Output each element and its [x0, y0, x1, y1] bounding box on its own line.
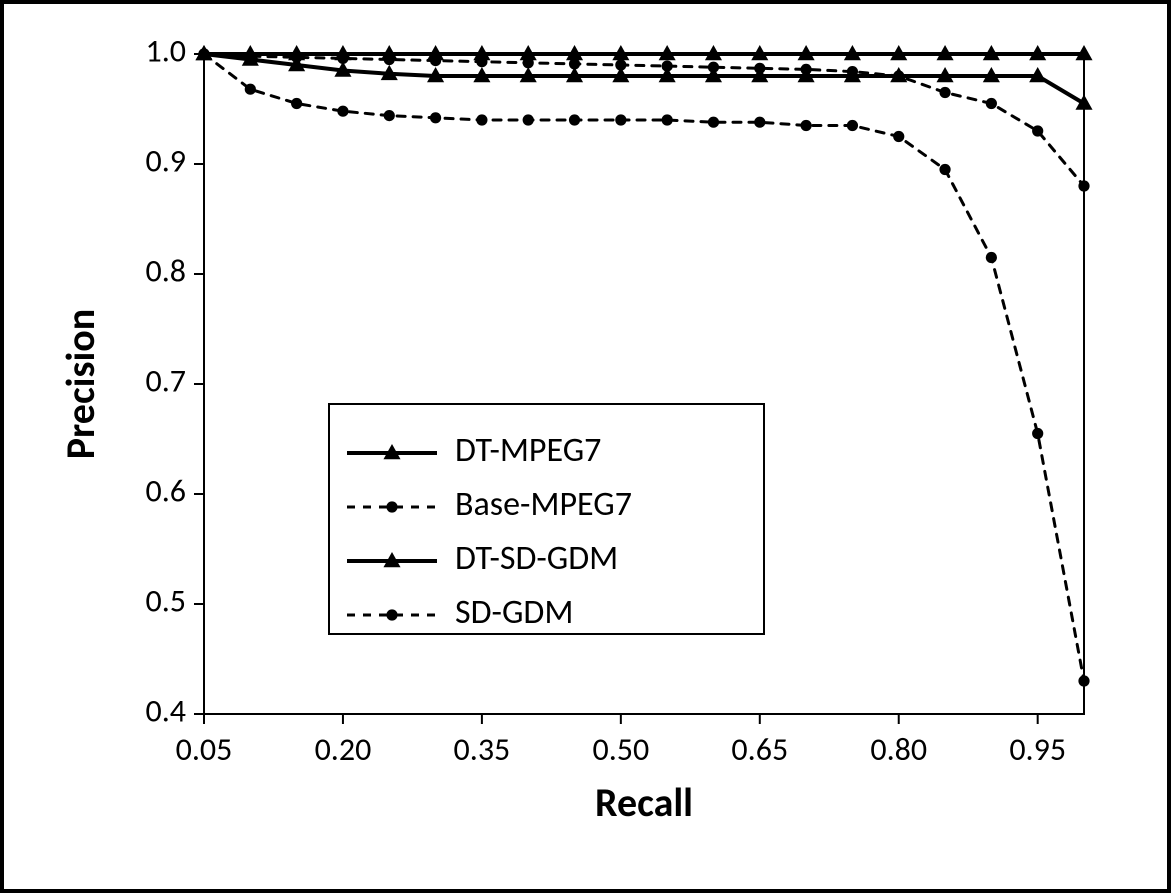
- svg-text:0.4: 0.4: [145, 692, 186, 731]
- svg-text:0.35: 0.35: [454, 730, 511, 769]
- svg-text:0.8: 0.8: [145, 252, 186, 291]
- precision-recall-chart: 0.05 0.20 0.35 0.50 0.65 0.80 0.95 0.4 0.5 0.6 0.7…: [54, 34, 1124, 867]
- outer-frame: 0.05 0.20 0.35 0.50 0.65 0.80 0.95 0.4 0.5 0.6 0.7…: [0, 0, 1171, 893]
- svg-text:0.7: 0.7: [145, 362, 186, 401]
- svg-text:0.65: 0.65: [731, 730, 788, 769]
- svg-text:0.50: 0.50: [592, 730, 649, 769]
- svg-text:Recall: Recall: [595, 778, 693, 827]
- svg-text:SD-GDM: SD-GDM: [455, 592, 573, 633]
- svg-text:0.05: 0.05: [176, 730, 233, 769]
- svg-text:Precision: Precision: [56, 309, 105, 460]
- svg-text:1.0: 1.0: [145, 34, 186, 71]
- series-DT-SD-GDM: [195, 45, 1092, 60]
- svg-text:0.9: 0.9: [145, 142, 186, 181]
- svg-text:0.5: 0.5: [145, 582, 186, 621]
- svg-text:0.20: 0.20: [315, 730, 372, 769]
- svg-text:DT-MPEG7: DT-MPEG7: [455, 430, 601, 471]
- svg-text:Base-MPEG7: Base-MPEG7: [455, 484, 632, 525]
- chart-container: 0.05 0.20 0.35 0.50 0.65 0.80 0.95 0.4 0.5 0.6 0.7…: [54, 34, 1124, 867]
- svg-text:DT-SD-GDM: DT-SD-GDM: [455, 538, 618, 579]
- svg-text:0.6: 0.6: [145, 472, 186, 511]
- svg-text:0.80: 0.80: [870, 730, 927, 769]
- svg-text:0.95: 0.95: [1009, 730, 1066, 769]
